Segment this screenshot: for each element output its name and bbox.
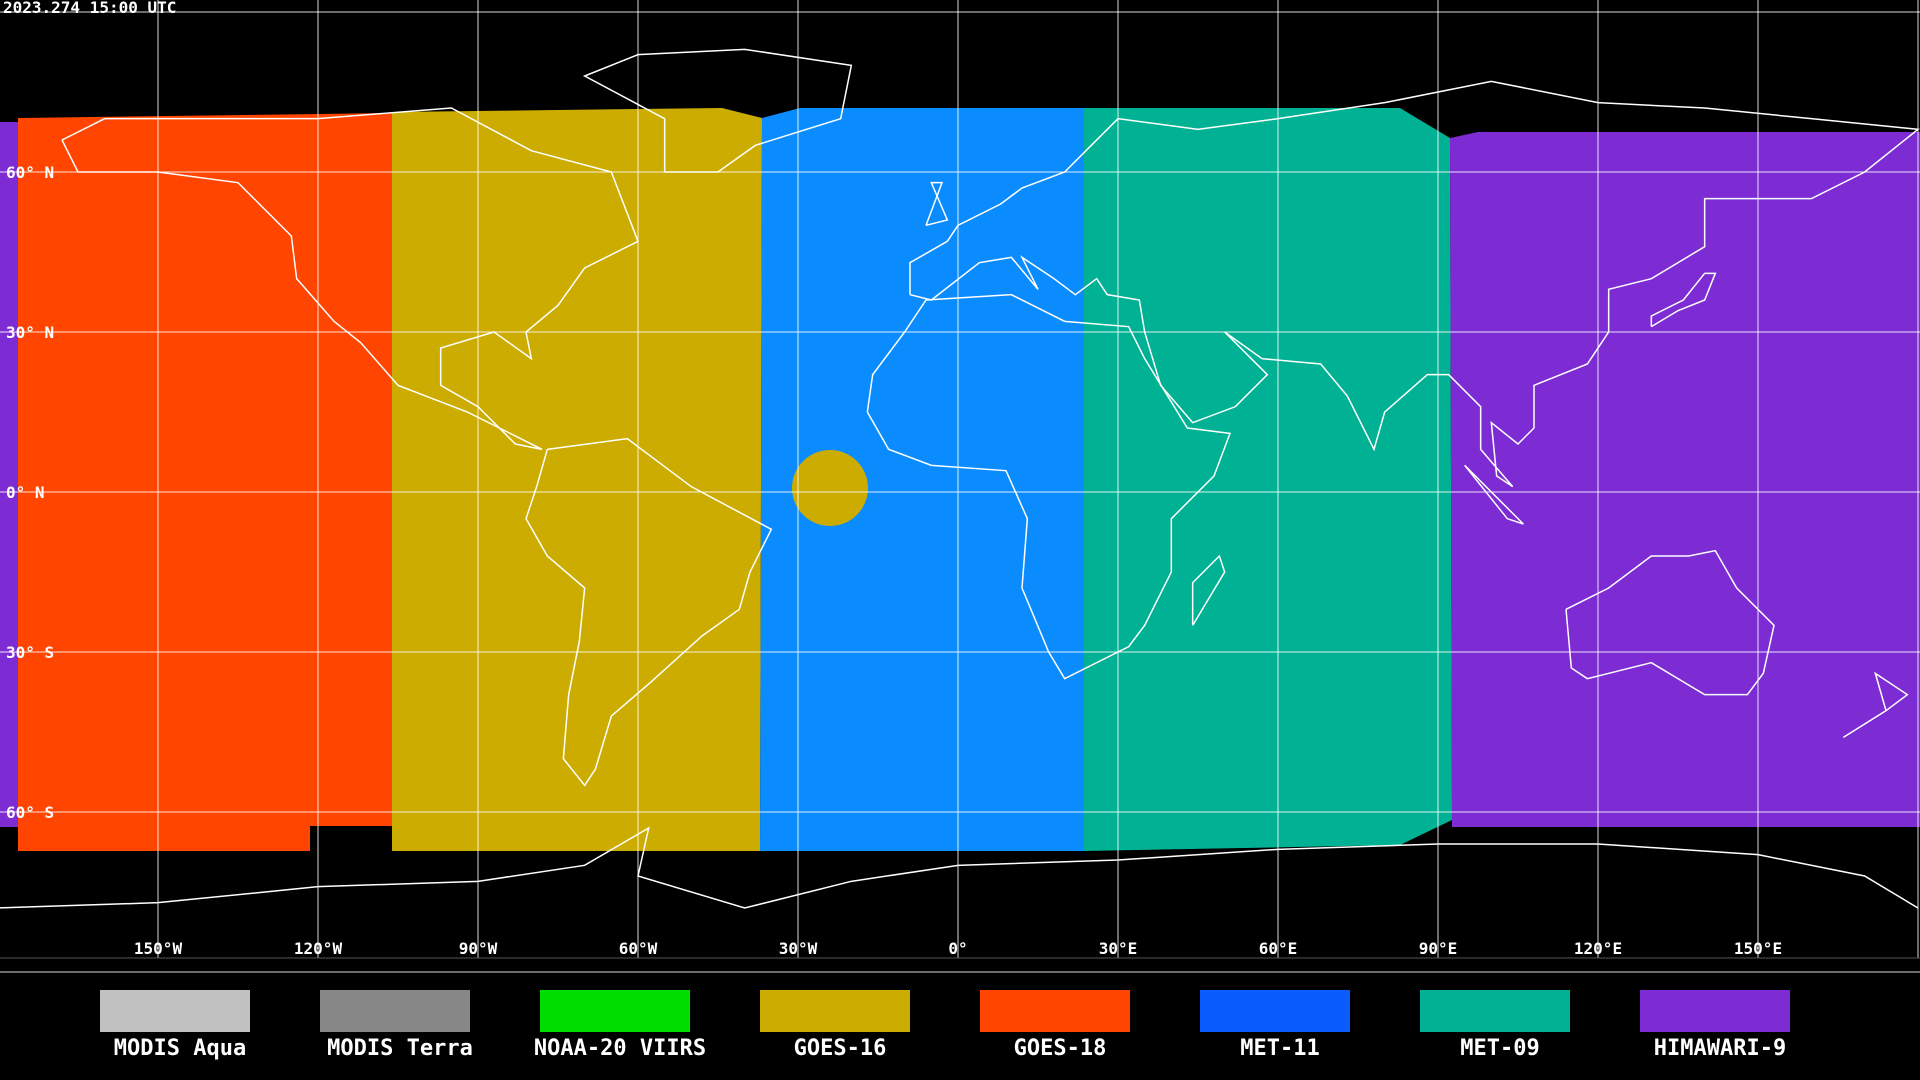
legend-label: NOAA-20 VIIRS xyxy=(534,1036,706,1061)
coastline xyxy=(1842,671,1909,738)
band-goes-16 xyxy=(392,108,762,851)
latitude-label: 30° S xyxy=(6,643,54,662)
latitude-label: 60° N xyxy=(6,163,54,182)
longitude-label: 30°E xyxy=(1099,939,1138,958)
longitude-label: 60°E xyxy=(1259,939,1298,958)
coastline xyxy=(61,107,639,451)
longitude-label: 30°W xyxy=(779,939,818,958)
legend-label: GOES-18 xyxy=(1014,1036,1107,1061)
legend-swatch xyxy=(540,990,690,1032)
longitude-label: 90°W xyxy=(459,939,498,958)
coastline xyxy=(909,80,1920,488)
coastline xyxy=(525,437,773,787)
band-himawari-left xyxy=(0,122,18,827)
legend: MODIS Aqua MODIS Terra NOAA-20 VIIRS GOES-1… xyxy=(100,990,1790,1061)
legend-label: MET-09 xyxy=(1460,1036,1539,1061)
longitude-label: 90°E xyxy=(1419,939,1458,958)
legend-swatch xyxy=(1640,990,1790,1032)
graticule xyxy=(0,0,1920,973)
legend-label: MODIS Aqua xyxy=(114,1036,246,1061)
goes-16-patch xyxy=(792,450,868,526)
longitude-label: 150°W xyxy=(134,939,183,958)
coverage-bands xyxy=(0,108,1920,851)
latitude-label: 30° N xyxy=(6,323,54,342)
legend-swatch xyxy=(320,990,470,1032)
legend-swatch xyxy=(100,990,250,1032)
longitude-label: 120°W xyxy=(294,939,343,958)
longitude-label: 0° xyxy=(948,939,967,958)
longitude-label: 120°E xyxy=(1574,939,1622,958)
coastline xyxy=(1191,554,1226,626)
band-met-11 xyxy=(760,108,1084,851)
legend-label: MODIS Terra xyxy=(327,1036,473,1061)
legend-swatch xyxy=(1200,990,1350,1032)
longitude-label: 60°W xyxy=(619,939,658,958)
band-goes-18 xyxy=(18,113,392,851)
timestamp: 2023.274 15:00 UTC xyxy=(3,0,176,17)
legend-label: MET-11 xyxy=(1240,1036,1319,1061)
coastline xyxy=(1650,272,1717,328)
legend-swatch xyxy=(760,990,910,1032)
legend-swatch xyxy=(1420,990,1570,1032)
legend-label: GOES-16 xyxy=(794,1036,887,1061)
legend-label: HIMAWARI-9 xyxy=(1654,1036,1786,1061)
coastline xyxy=(0,826,1919,909)
latitude-label: 60° S xyxy=(6,803,54,822)
coastline xyxy=(866,293,1232,680)
band-himawari-9 xyxy=(1450,132,1920,827)
legend-swatch xyxy=(980,990,1130,1032)
latitude-label: 0° N xyxy=(6,483,45,502)
band-met-09 xyxy=(1084,108,1452,851)
longitude-label: 150°E xyxy=(1734,939,1782,958)
coastline xyxy=(925,181,949,227)
